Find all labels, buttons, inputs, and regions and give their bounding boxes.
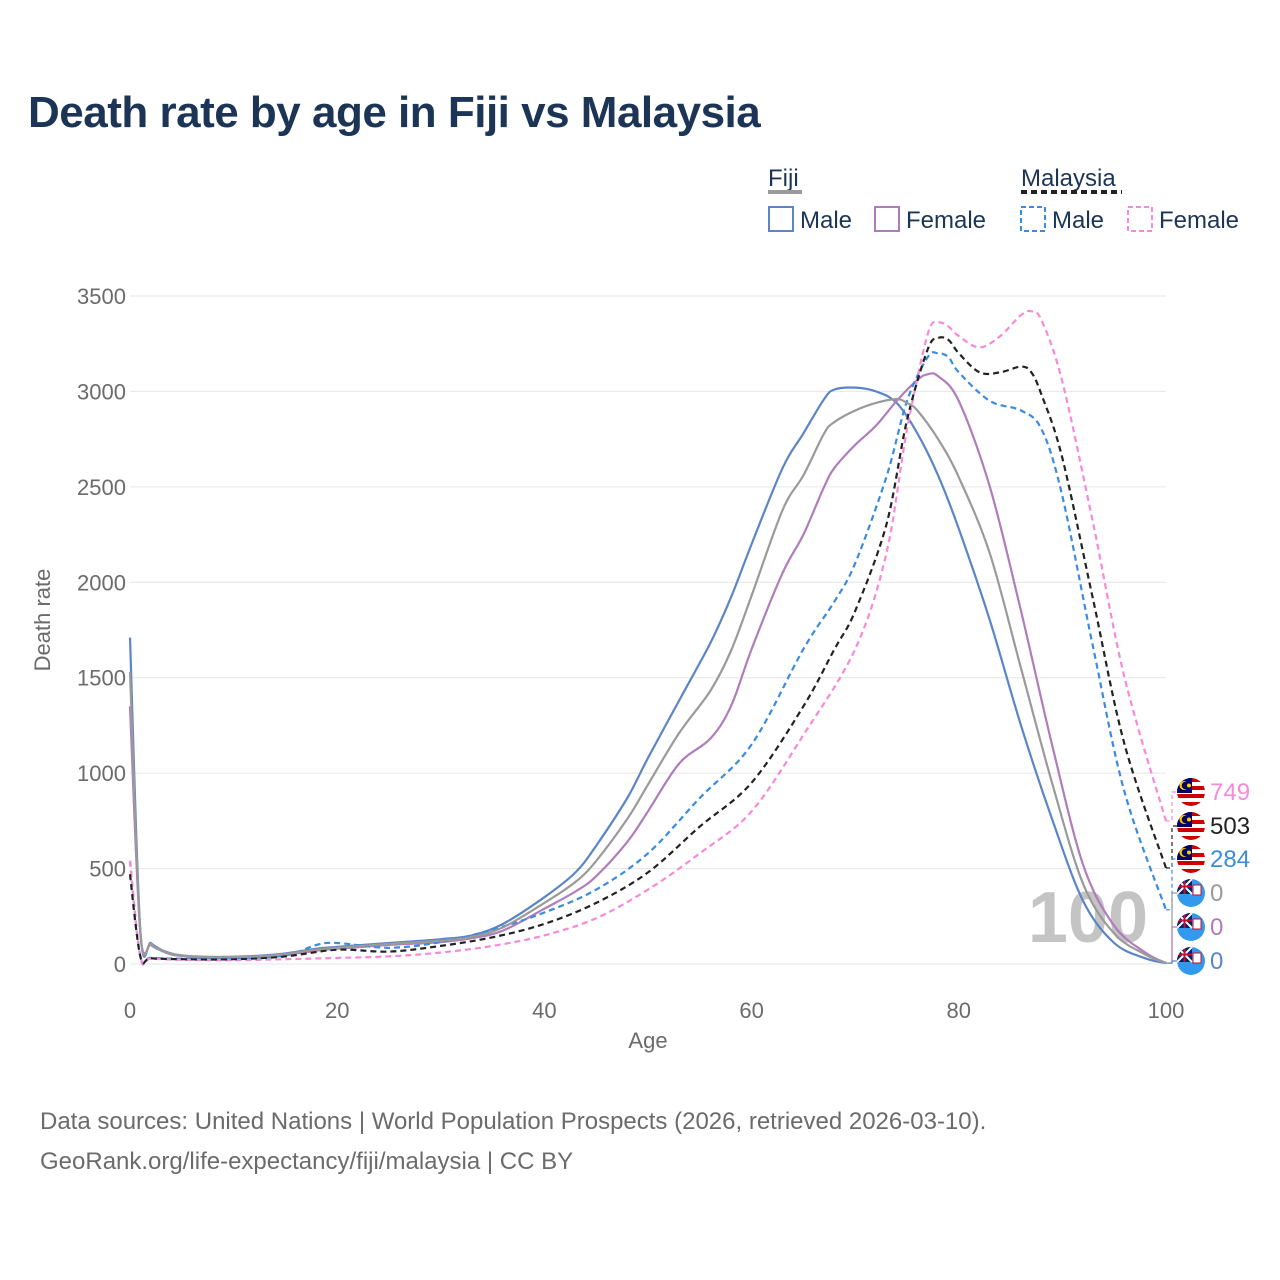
y-tick-label: 2000 [77, 570, 126, 595]
legend-item-fiji-male: Male [800, 207, 852, 234]
malaysia-flag-icon [1177, 778, 1205, 806]
end-value-markers: 749 503 284 0 0 0 [1166, 778, 1250, 975]
series-line-malaysia-total [128, 336, 1168, 965]
x-axis-ticks: 0 20 40 60 80 100 [124, 998, 1184, 1023]
malaysia-flag-icon [1177, 845, 1205, 873]
y-tick-label: 500 [89, 857, 126, 882]
legend-group-malaysia: Malaysia [1021, 165, 1116, 192]
y-tick-label: 3000 [77, 379, 126, 404]
x-tick-label: 100 [1148, 998, 1185, 1023]
end-value-label: 0 [1210, 880, 1223, 907]
y-tick-label: 3500 [77, 284, 126, 309]
legend-group-fiji: Fiji [768, 165, 799, 192]
end-value-label: 284 [1210, 846, 1250, 873]
x-tick-label: 20 [325, 998, 349, 1023]
y-tick-label: 2500 [77, 475, 126, 500]
end-value-label: 0 [1210, 948, 1223, 975]
y-tick-label: 1000 [77, 761, 126, 786]
end-value-label: 503 [1210, 813, 1250, 840]
x-tick-label: 60 [739, 998, 763, 1023]
end-connector [1166, 791, 1177, 822]
series-lines [128, 309, 1168, 966]
legend-swatch-fiji-female [874, 206, 900, 232]
chart-title: Death rate by age in Fiji vs Malaysia [28, 88, 761, 137]
series-line-fiji-female [128, 372, 1167, 965]
malaysia-flag-icon [1177, 812, 1205, 840]
series-line-fiji-male [128, 386, 1167, 965]
end-value-label: 749 [1210, 779, 1250, 806]
end-connector [1166, 825, 1177, 869]
x-tick-label: 40 [532, 998, 556, 1023]
legend-swatch-malaysia-male [1020, 206, 1046, 232]
end-connector [1166, 858, 1177, 911]
fiji-flag-icon [1177, 947, 1205, 975]
x-axis-label: Age [628, 1028, 667, 1053]
y-tick-label: 0 [114, 952, 126, 977]
series-line-malaysia-female [128, 309, 1168, 966]
fiji-flag-icon [1177, 879, 1205, 907]
legend: Fiji Male Female Malaysia Male Female [768, 165, 1239, 234]
legend-item-fiji-female: Female [906, 207, 986, 234]
end-connector [1166, 960, 1177, 964]
y-axis-ticks: 0 500 1000 1500 2000 2500 3000 3500 [77, 284, 126, 977]
end-connector [1166, 926, 1177, 964]
legend-item-malaysia-male: Male [1052, 207, 1104, 234]
grid-lines [130, 295, 1166, 965]
y-tick-label: 1500 [77, 666, 126, 691]
legend-swatch-malaysia-female [1127, 206, 1153, 232]
y-axis-label: Death rate [30, 569, 55, 672]
source-line: Data sources: United Nations | World Pop… [40, 1108, 987, 1135]
x-tick-label: 0 [124, 998, 136, 1023]
series-line-fiji-total [128, 398, 1167, 965]
x-tick-label: 80 [947, 998, 971, 1023]
legend-item-malaysia-female: Female [1159, 207, 1239, 234]
legend-swatch-fiji-male [768, 206, 794, 232]
end-value-label: 0 [1210, 914, 1223, 941]
fiji-flag-icon [1177, 913, 1205, 941]
source-url[interactable]: GeoRank.org/life-expectancy/fiji/malaysi… [40, 1148, 574, 1175]
